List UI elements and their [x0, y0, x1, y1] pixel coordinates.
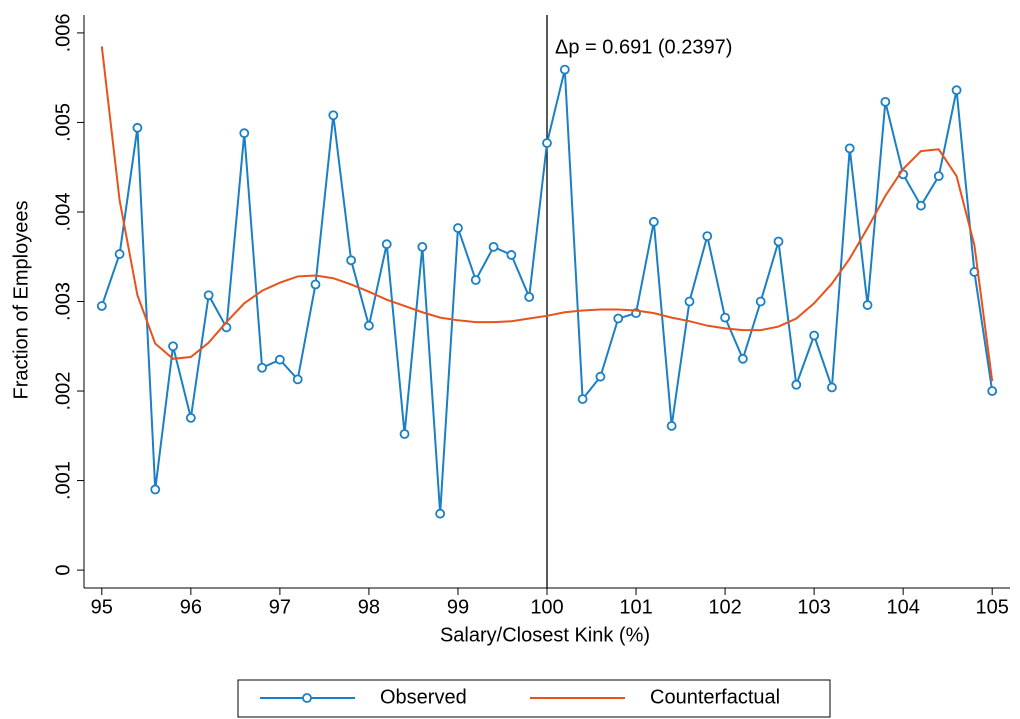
- data-point: [96, 301, 107, 311]
- data-point: [542, 138, 552, 148]
- data-point: [470, 275, 481, 285]
- series-line: [100, 46, 994, 382]
- data-point: [720, 312, 730, 323]
- y-tick-label: .006: [52, 13, 74, 52]
- x-tick-label: 98: [358, 596, 380, 618]
- data-point: [916, 200, 926, 211]
- data-point: [114, 249, 125, 259]
- data-point: [185, 412, 196, 423]
- data-point: [666, 421, 677, 431]
- data-point: [150, 484, 161, 495]
- data-point: [292, 374, 303, 385]
- data-point: [648, 216, 659, 227]
- x-tick-label: 97: [269, 596, 291, 618]
- data-point: [809, 330, 820, 341]
- legend-label: Counterfactual: [650, 686, 780, 708]
- data-point: [559, 64, 570, 75]
- data-point: [399, 429, 410, 439]
- y-tick-label: .002: [52, 372, 74, 411]
- x-tick-label: 103: [797, 596, 830, 618]
- x-tick-label: 96: [180, 596, 202, 618]
- data-point: [274, 354, 285, 365]
- data-point: [951, 85, 962, 96]
- data-point: [239, 128, 250, 139]
- legend-marker: [302, 693, 312, 703]
- data-point: [203, 290, 214, 301]
- data-point: [684, 296, 695, 307]
- data-point: [737, 353, 748, 364]
- data-point: [791, 379, 802, 390]
- data-point: [435, 508, 446, 519]
- data-point: [364, 320, 374, 331]
- x-tick-label: 99: [447, 596, 469, 618]
- x-tick-label: 105: [976, 596, 1009, 618]
- data-point: [417, 241, 428, 252]
- y-tick-label: .004: [52, 193, 74, 232]
- data-point: [346, 255, 357, 266]
- data-point: [506, 250, 517, 260]
- data-point: [381, 239, 392, 250]
- y-tick-label: 0: [52, 565, 74, 576]
- data-point: [862, 300, 873, 310]
- data-point: [577, 394, 588, 404]
- annotation: Δp = 0.691 (0.2397): [555, 36, 732, 58]
- data-point: [702, 231, 713, 242]
- y-tick-label: .001: [52, 461, 74, 500]
- data-point: [310, 279, 321, 290]
- x-tick-label: 100: [530, 596, 563, 618]
- data-point: [524, 292, 535, 302]
- x-tick-label: 102: [708, 596, 741, 618]
- data-point: [453, 223, 463, 233]
- data-point: [755, 296, 766, 307]
- data-point: [773, 236, 784, 247]
- data-point: [880, 96, 891, 107]
- data-point: [613, 313, 624, 324]
- data-point: [844, 143, 855, 154]
- data-point: [595, 371, 606, 382]
- data-point: [827, 382, 837, 393]
- data-point: [328, 110, 339, 121]
- y-tick-label: .003: [52, 282, 74, 321]
- legend-label: Observed: [380, 686, 467, 708]
- data-point: [168, 341, 178, 352]
- y-tick-label: .005: [52, 103, 74, 142]
- x-axis-label: Salary/Closest Kink (%): [440, 624, 650, 646]
- data-point: [257, 362, 267, 373]
- data-point: [933, 171, 944, 182]
- data-point: [987, 386, 998, 396]
- x-tick-label: 95: [91, 596, 113, 618]
- x-tick-label: 104: [886, 596, 919, 618]
- y-axis-label: Fraction of Employees: [10, 201, 32, 400]
- x-tick-label: 101: [619, 596, 652, 618]
- data-point: [132, 122, 143, 133]
- data-point: [488, 241, 499, 252]
